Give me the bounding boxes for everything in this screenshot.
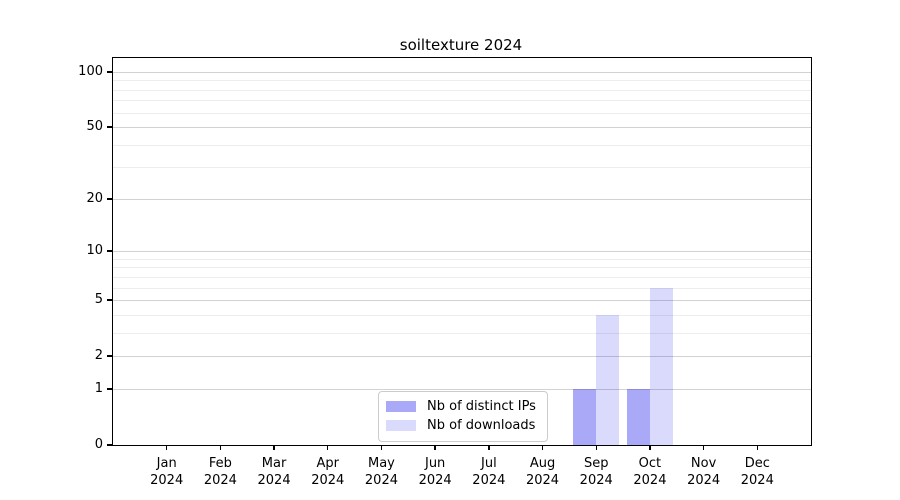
x-label-year: 2024 xyxy=(150,473,184,488)
gridline-major xyxy=(113,388,811,390)
legend-swatch-icon xyxy=(386,401,416,412)
x-label-month: Feb xyxy=(208,456,232,471)
x-label-month: Jun xyxy=(424,456,446,471)
x-label-month: Jan xyxy=(156,456,177,471)
x-axis-label: Jul 2024 xyxy=(449,455,529,489)
x-label-year: 2024 xyxy=(257,473,291,488)
x-label-month: May xyxy=(368,456,395,471)
x-label-month: Sep xyxy=(583,456,609,471)
legend: Nb of distinct IPs Nb of downloads xyxy=(378,391,548,442)
y-axis-tick xyxy=(106,198,112,200)
plot-area: 0 1 2 5 10 20 50 100 Jan 2024 Feb 2024 Mar 2024 Apr 202… xyxy=(78,57,812,488)
x-label-month: Jul xyxy=(481,456,497,471)
gridline-minor xyxy=(113,287,811,289)
bar-distinct-ips-oct xyxy=(626,388,650,445)
x-label-year: 2024 xyxy=(418,473,452,488)
gridline-major xyxy=(113,198,811,200)
gridline-minor xyxy=(113,276,811,278)
y-axis-tick xyxy=(106,388,112,390)
x-axis-label: Feb 2024 xyxy=(180,455,260,489)
gridline-minor xyxy=(113,100,811,102)
x-axis-tick xyxy=(756,445,758,450)
x-axis-tick xyxy=(327,445,329,450)
gridline-minor xyxy=(113,112,811,114)
y-axis-label: 10 xyxy=(86,243,103,259)
legend-item: Nb of downloads xyxy=(386,416,539,435)
x-label-year: 2024 xyxy=(579,473,613,488)
x-axis-tick xyxy=(165,445,168,450)
legend-label: Nb of distinct IPs xyxy=(427,399,536,414)
x-axis-tick xyxy=(488,445,490,450)
y-axis-label: 100 xyxy=(78,63,103,79)
y-axis-label: 5 xyxy=(94,292,103,308)
gridline-minor xyxy=(113,80,811,82)
bar-downloads-sep xyxy=(596,314,620,445)
x-axis-tick xyxy=(434,445,436,450)
x-axis-label: May 2024 xyxy=(341,455,421,489)
gridline-major xyxy=(113,71,811,73)
x-label-month: Nov xyxy=(690,456,717,471)
x-axis-label: Nov 2024 xyxy=(664,455,744,489)
x-axis-tick xyxy=(702,445,705,450)
x-axis-tick xyxy=(380,445,383,450)
y-axis-tick xyxy=(106,250,112,252)
x-axis-label: Aug 2024 xyxy=(503,455,583,489)
x-label-year: 2024 xyxy=(740,473,774,488)
legend-swatch-icon xyxy=(386,420,416,431)
x-axis-label: Oct 2024 xyxy=(610,455,690,489)
legend-label: Nb of downloads xyxy=(427,418,536,433)
y-axis-label: 2 xyxy=(94,348,103,364)
x-axis-tick xyxy=(273,445,275,450)
y-axis-tick xyxy=(106,355,112,357)
gridline-major xyxy=(113,251,811,253)
x-label-year: 2024 xyxy=(687,473,721,488)
x-axis-tick xyxy=(219,445,222,450)
x-axis-label: Jan 2024 xyxy=(127,455,207,489)
y-axis-tick xyxy=(106,71,112,73)
y-axis-label: 50 xyxy=(86,119,103,135)
bar-distinct-ips-sep xyxy=(573,388,597,445)
y-axis-tick xyxy=(106,444,112,446)
x-label-month: Aug xyxy=(529,456,556,471)
x-label-month: Oct xyxy=(638,456,662,471)
gridline-minor xyxy=(113,314,811,316)
chart-title: soiltexture 2024 xyxy=(399,36,523,54)
y-axis-tick xyxy=(106,126,112,128)
x-label-month: Dec xyxy=(744,456,770,471)
legend-item: Nb of distinct IPs xyxy=(386,397,539,416)
gridline-minor xyxy=(113,258,811,260)
x-label-year: 2024 xyxy=(633,473,667,488)
x-axis-label: Jun 2024 xyxy=(395,455,475,489)
x-label-month: Apr xyxy=(316,456,340,471)
x-axis-tick xyxy=(595,445,597,450)
y-axis-tick xyxy=(106,299,112,301)
x-axis-tick xyxy=(541,445,544,450)
gridline-major xyxy=(113,127,811,129)
x-axis-label: Apr 2024 xyxy=(288,455,368,489)
y-axis-label: 0 xyxy=(94,437,103,452)
x-axis-tick xyxy=(649,445,651,450)
gridline-minor xyxy=(113,144,811,146)
y-axis-label: 1 xyxy=(94,380,103,396)
x-axis-label: Dec 2024 xyxy=(717,455,797,489)
y-axis-label: 20 xyxy=(86,190,103,206)
x-label-year: 2024 xyxy=(203,473,237,488)
x-label-year: 2024 xyxy=(364,473,398,488)
x-axis-label: Sep 2024 xyxy=(556,455,636,489)
x-label-year: 2024 xyxy=(525,473,560,488)
bar-downloads-oct xyxy=(649,287,673,445)
x-label-year: 2024 xyxy=(311,473,345,488)
gridline-minor xyxy=(113,167,811,169)
x-axis-label: Mar 2024 xyxy=(234,455,314,489)
gridline-minor xyxy=(113,89,811,91)
x-label-month: Mar xyxy=(261,456,287,471)
gridline-minor xyxy=(113,332,811,334)
gridline-minor xyxy=(113,267,811,269)
x-label-year: 2024 xyxy=(472,473,506,488)
gridline-major xyxy=(113,300,811,302)
gridline-major xyxy=(113,356,811,358)
